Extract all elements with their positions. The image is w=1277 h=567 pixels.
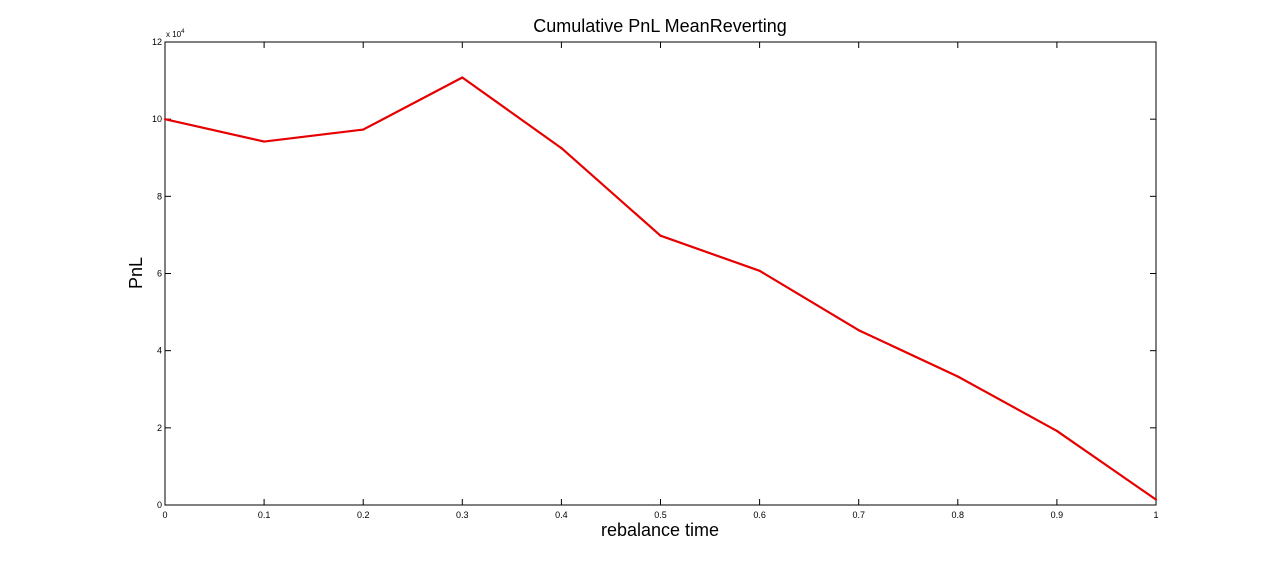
data-point xyxy=(560,147,563,150)
data-point xyxy=(1154,498,1158,501)
x-axis-ticks xyxy=(164,42,1157,505)
y-tick-label: 4 xyxy=(157,346,162,356)
y-axis-tick-labels: 0 2 4 6 8 10 12 xyxy=(152,37,162,510)
data-point xyxy=(362,128,365,131)
y-tick-label: 10 xyxy=(152,114,162,124)
y-axis-multiplier-exponent: 4 xyxy=(181,29,185,35)
series-line xyxy=(164,76,1157,501)
x-tick-label: 0.4 xyxy=(555,510,568,520)
data-point xyxy=(163,118,167,121)
x-tick-label: 0.5 xyxy=(654,510,667,520)
y-axis-ticks xyxy=(165,41,1156,506)
plot-area-frame xyxy=(164,41,1157,506)
chart-title: Cumulative PnL MeanReverting xyxy=(533,16,786,36)
data-point xyxy=(956,375,959,378)
data-point xyxy=(1055,429,1058,433)
data-point xyxy=(659,234,662,237)
x-tick-label: 0 xyxy=(162,510,167,520)
x-tick-label: 1 xyxy=(1153,510,1158,520)
y-tick-label: 12 xyxy=(152,37,162,47)
x-tick-label: 0.7 xyxy=(852,510,865,520)
x-tick-label: 0.2 xyxy=(357,510,370,520)
y-tick-label: 6 xyxy=(157,269,162,279)
data-point xyxy=(758,269,761,272)
x-tick-label: 0.3 xyxy=(456,510,469,520)
y-axis-label: PnL xyxy=(126,257,146,289)
data-point xyxy=(461,76,464,79)
y-axis-multiplier: x 104 xyxy=(166,29,185,39)
data-point xyxy=(263,140,266,143)
x-tick-label: 0.6 xyxy=(753,510,766,520)
series-group xyxy=(163,76,1158,501)
data-point xyxy=(857,329,860,332)
y-axis-multiplier-base: x 10 xyxy=(166,30,182,39)
x-tick-label: 0.8 xyxy=(952,510,965,520)
x-axis-tick-labels: 0 0.1 0.2 0.3 0.4 0.5 0.6 0.7 0.8 0.9 1 xyxy=(162,510,1158,520)
x-tick-label: 0.1 xyxy=(258,510,271,520)
y-tick-label: 2 xyxy=(157,423,162,433)
x-axis-label: rebalance time xyxy=(601,520,719,540)
y-tick-label: 0 xyxy=(157,500,162,510)
y-tick-label: 8 xyxy=(157,191,162,201)
x-tick-label: 0.9 xyxy=(1051,510,1064,520)
